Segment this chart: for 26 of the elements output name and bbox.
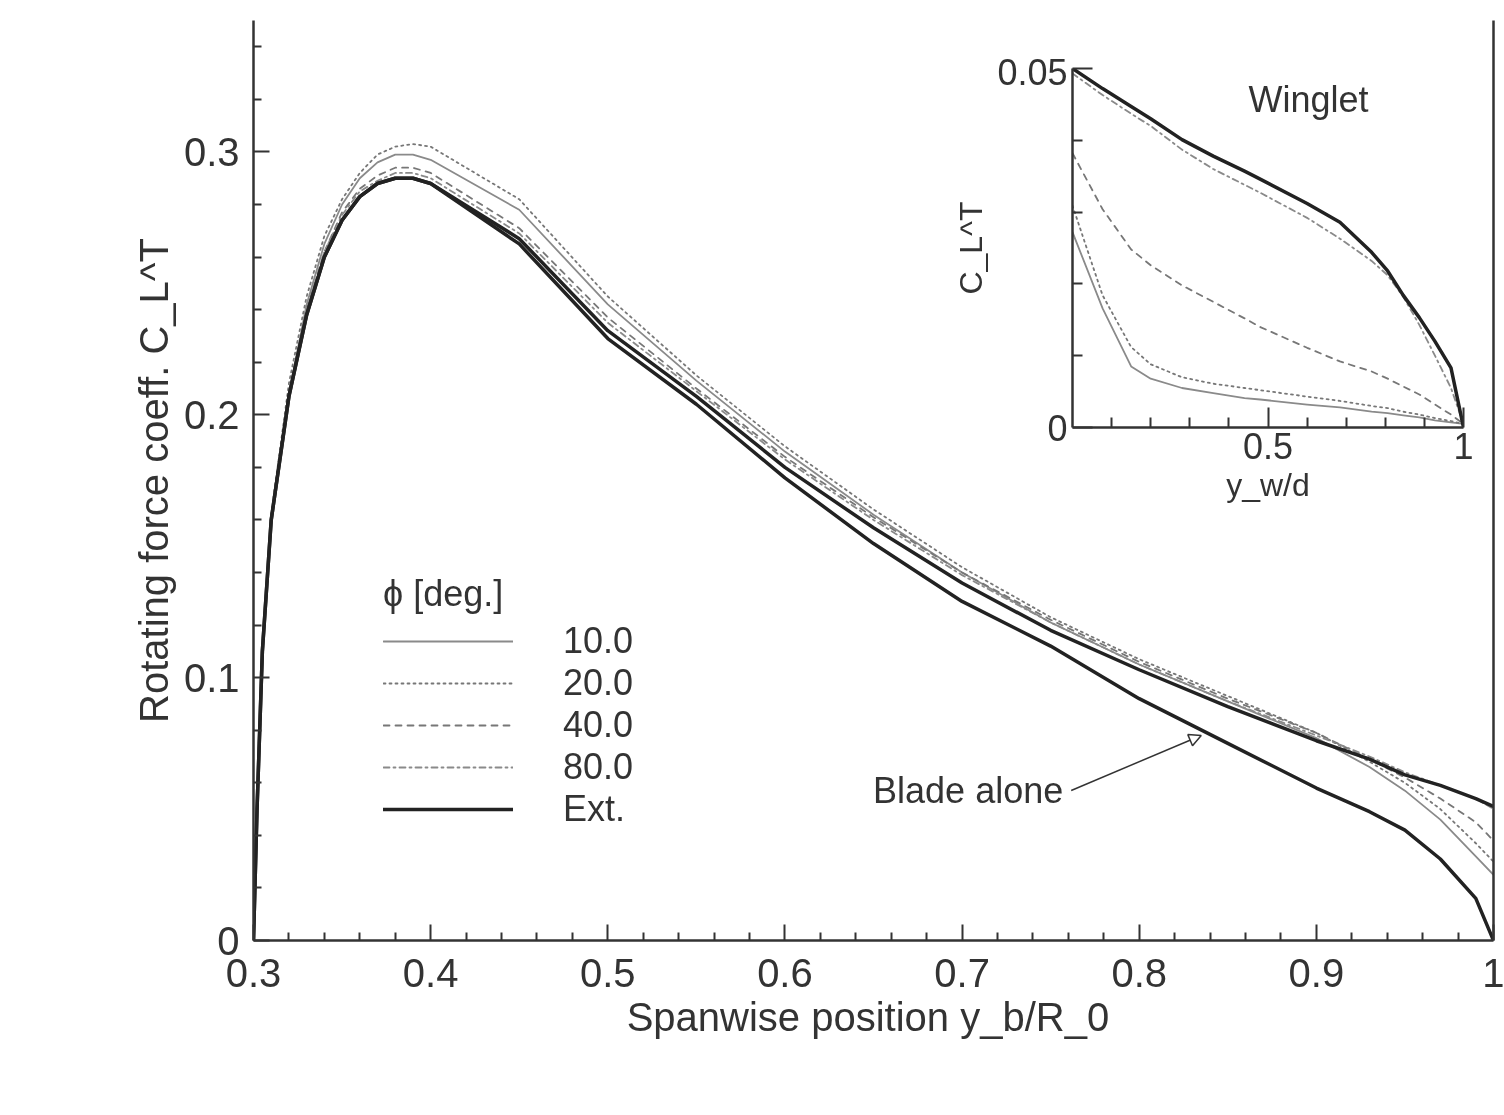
legend-label: 80.0 <box>563 746 634 788</box>
y-tick-label: 0.3 <box>183 129 240 174</box>
y-tick-label: 0.1 <box>183 655 240 700</box>
legend-label: Ext. <box>563 788 626 830</box>
y-tick-label: 0.05 <box>997 51 1068 93</box>
annotation: Blade alone <box>873 769 1064 811</box>
legend-title: ϕ [deg.] <box>383 573 505 615</box>
x-tick-label: 0.9 <box>1288 950 1345 995</box>
x-tick-label: 0.7 <box>934 950 990 995</box>
legend-label: 40.0 <box>563 704 634 746</box>
x-tick-label: 0.6 <box>757 950 813 995</box>
x-tick-label: 0.4 <box>402 950 459 995</box>
legend-label: 10.0 <box>563 620 634 662</box>
x-tick-label: 0.8 <box>1111 950 1168 995</box>
legend-label: 20.0 <box>563 662 634 704</box>
x-axis-title: y_w/d <box>1226 466 1310 503</box>
y-axis-title: Rotating force coeff. C_L^T <box>131 238 176 723</box>
y-tick-label: 0.2 <box>183 392 240 437</box>
x-tick-label: 0.5 <box>1242 425 1294 467</box>
y-tick-label: 0 <box>1047 407 1068 449</box>
x-tick-label: 1 <box>1482 950 1504 995</box>
chart-title: Winglet <box>1248 78 1369 120</box>
x-axis-title: Spanwise position y_b/R_0 <box>626 994 1110 1039</box>
y-axis-title: C_L^T <box>953 201 990 295</box>
x-tick-label: 1 <box>1453 425 1474 467</box>
x-tick-label: 0.5 <box>579 950 636 995</box>
